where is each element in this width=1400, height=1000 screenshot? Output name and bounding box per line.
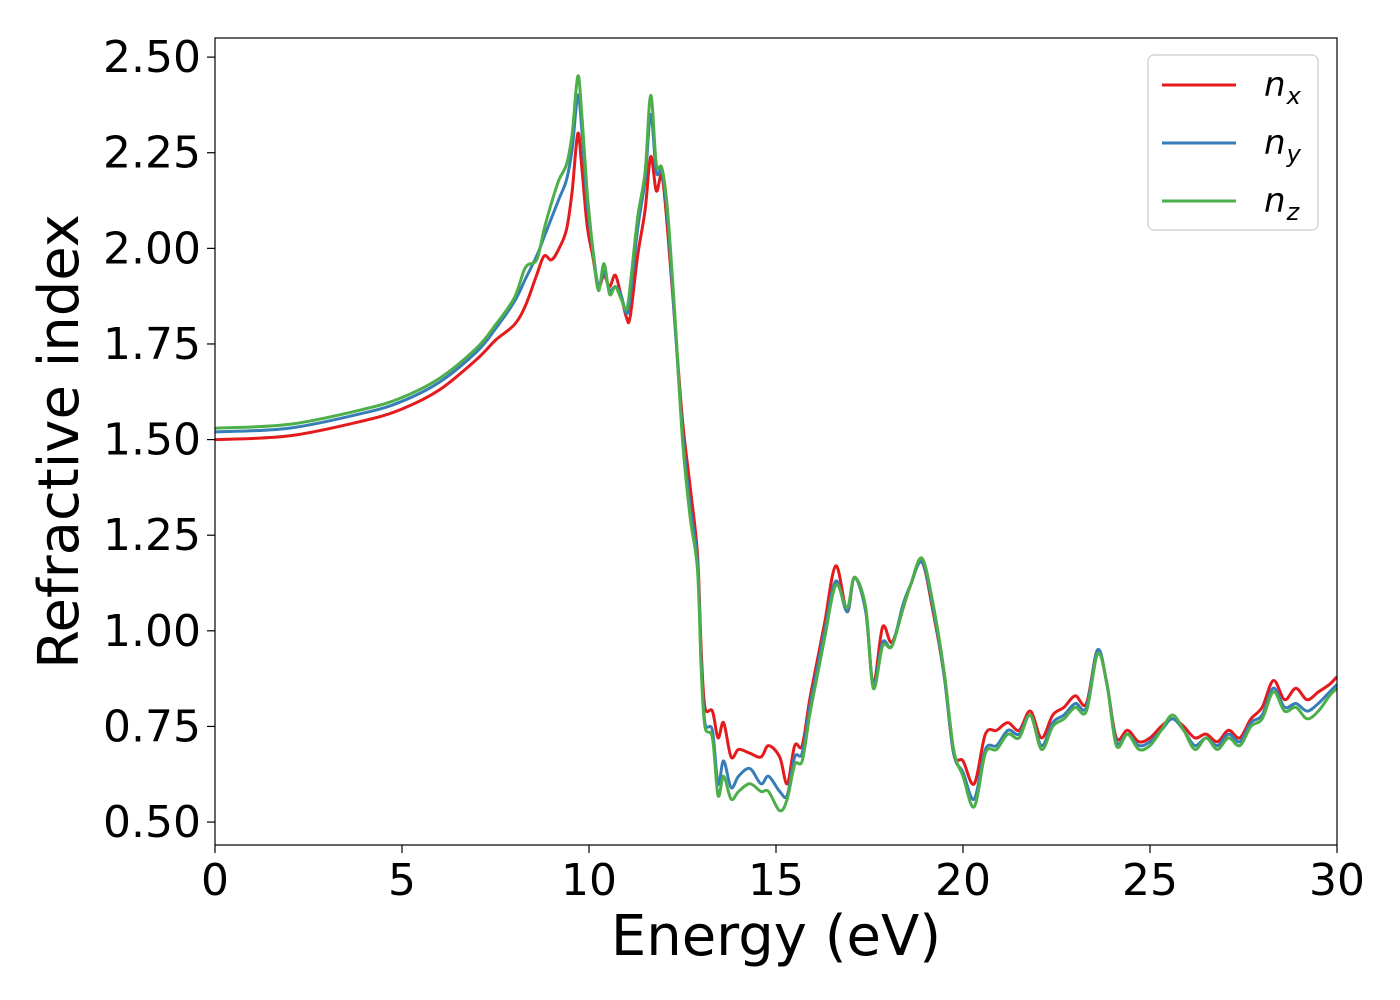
x-axis-ticks: 0 5 10 15 20 25 30 — [201, 845, 1365, 906]
y-tick-label: 1.25 — [103, 510, 201, 561]
x-tick-label: 10 — [561, 855, 617, 906]
legend-label-subscript: z — [1286, 198, 1301, 226]
series-layer — [215, 74, 1337, 813]
y-tick-label: 2.25 — [103, 128, 201, 179]
y-tick-label: 1.00 — [103, 606, 201, 657]
legend-label-subscript: y — [1286, 140, 1302, 168]
x-tick-label: 5 — [388, 855, 416, 906]
y-tick-label: 2.50 — [103, 32, 201, 83]
y-tick-label: 1.50 — [103, 415, 201, 466]
y-axis-ticks: 0.50 0.75 1.00 1.25 1.50 1.75 2.00 2.25 2.50 — [103, 32, 215, 848]
x-tick-label: 0 — [201, 855, 229, 906]
x-tick-label: 30 — [1309, 855, 1365, 906]
y-tick-label: 2.00 — [103, 223, 201, 274]
y-tick-label: 0.75 — [103, 701, 201, 752]
x-tick-label: 15 — [748, 855, 804, 906]
x-tick-label: 25 — [1122, 855, 1178, 906]
series-line-n-z — [215, 74, 1337, 813]
y-tick-label: 0.50 — [103, 797, 201, 848]
x-tick-label: 20 — [935, 855, 991, 906]
legend-label-subscript: x — [1286, 82, 1302, 110]
y-axis-title: Refractive index — [27, 214, 92, 669]
x-axis-title: Energy (eV) — [611, 904, 941, 969]
y-tick-label: 1.75 — [103, 319, 201, 370]
